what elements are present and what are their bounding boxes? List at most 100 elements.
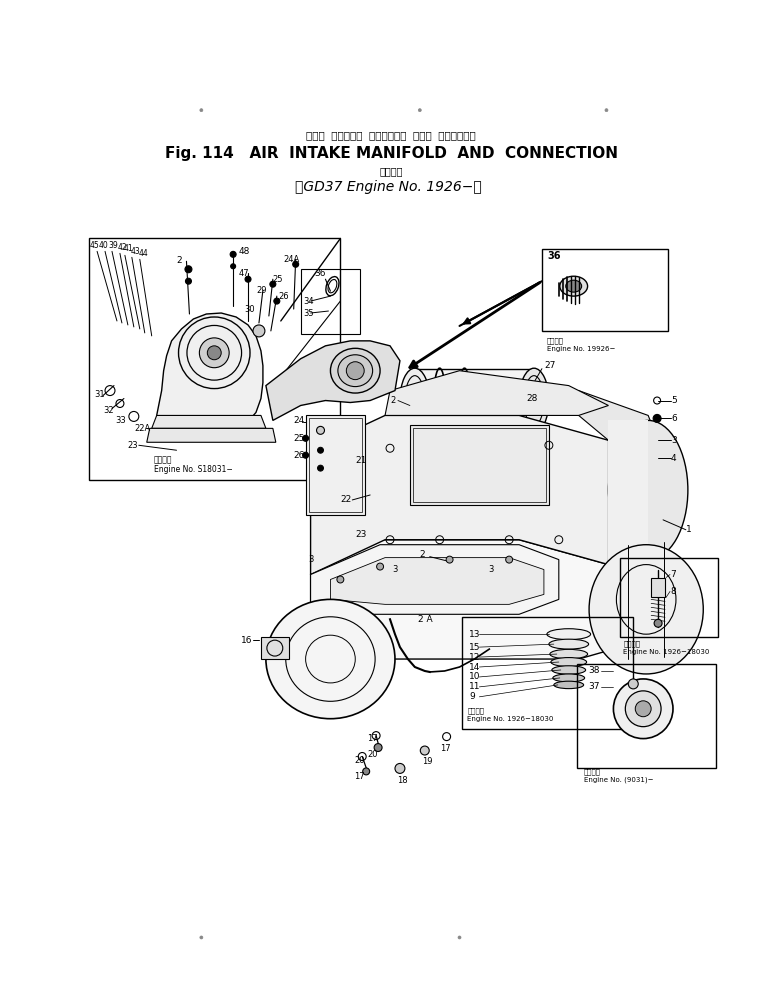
Text: 20: 20 (354, 756, 365, 765)
Text: 29: 29 (256, 286, 266, 295)
Text: 10: 10 (470, 672, 481, 681)
Text: 14: 14 (470, 663, 481, 671)
Polygon shape (385, 371, 608, 416)
Text: 12: 12 (470, 653, 481, 662)
Text: Engine No. S18031−: Engine No. S18031− (153, 465, 233, 474)
Ellipse shape (330, 348, 380, 393)
Text: 11: 11 (470, 682, 481, 691)
Polygon shape (579, 390, 658, 564)
Text: 34: 34 (304, 297, 314, 306)
Ellipse shape (553, 674, 585, 682)
Text: 23: 23 (127, 440, 138, 450)
Polygon shape (311, 545, 559, 614)
Polygon shape (311, 416, 638, 574)
Circle shape (316, 427, 324, 434)
Circle shape (446, 556, 453, 563)
Text: 30: 30 (244, 305, 254, 314)
Ellipse shape (519, 369, 549, 433)
Circle shape (200, 109, 203, 112)
Text: 13: 13 (470, 630, 481, 639)
Text: 3: 3 (392, 565, 397, 574)
Bar (463, 617, 633, 728)
Text: 適用号機: 適用号機 (547, 337, 564, 344)
Ellipse shape (338, 355, 373, 386)
Ellipse shape (589, 545, 703, 674)
Polygon shape (157, 313, 263, 421)
Circle shape (418, 109, 421, 112)
Circle shape (605, 109, 608, 112)
Circle shape (253, 325, 265, 337)
Text: 19: 19 (422, 757, 432, 766)
Ellipse shape (552, 665, 586, 674)
Ellipse shape (550, 650, 587, 659)
Ellipse shape (560, 276, 587, 296)
Circle shape (245, 276, 251, 282)
Circle shape (200, 936, 203, 939)
Circle shape (185, 265, 192, 272)
Text: 39: 39 (108, 242, 117, 251)
Text: 35: 35 (304, 309, 314, 318)
Text: 24: 24 (294, 416, 305, 425)
Text: 2: 2 (420, 550, 425, 559)
Circle shape (293, 261, 298, 267)
Bar (305, 416, 365, 515)
Ellipse shape (549, 639, 589, 649)
Text: 22A: 22A (135, 424, 151, 433)
Text: Engine No. 1926−18030: Engine No. 1926−18030 (467, 716, 554, 722)
Text: 43: 43 (131, 248, 141, 257)
Text: 24A: 24A (283, 255, 300, 263)
Circle shape (337, 576, 344, 583)
Polygon shape (266, 341, 400, 421)
Circle shape (626, 691, 661, 726)
Text: 16: 16 (241, 636, 253, 645)
Text: 18: 18 (397, 776, 408, 784)
Text: Engine No. 19926−: Engine No. 19926− (547, 346, 615, 352)
Text: 1: 1 (686, 525, 691, 535)
Circle shape (186, 278, 191, 284)
Bar (89, 239, 341, 480)
Text: 17: 17 (367, 734, 378, 743)
Text: 27: 27 (544, 361, 555, 371)
Ellipse shape (608, 421, 688, 559)
Text: 47: 47 (239, 268, 250, 278)
Text: 36: 36 (315, 268, 326, 278)
Text: 48: 48 (238, 247, 250, 256)
Bar (309, 419, 363, 512)
Bar (620, 557, 718, 637)
Text: 41: 41 (124, 245, 134, 254)
Text: 20: 20 (367, 750, 377, 759)
Text: 21: 21 (355, 456, 366, 465)
Text: 2: 2 (176, 256, 182, 264)
Text: 適用号機: 適用号機 (153, 456, 172, 465)
Circle shape (363, 768, 370, 775)
Polygon shape (146, 429, 276, 442)
Circle shape (654, 619, 662, 627)
Text: 15: 15 (470, 643, 481, 652)
Circle shape (274, 298, 280, 304)
Ellipse shape (566, 280, 582, 292)
Circle shape (613, 679, 673, 738)
Text: 31: 31 (94, 390, 105, 399)
Bar (261, 637, 289, 659)
Text: 2 A: 2 A (418, 614, 432, 624)
Text: 25: 25 (272, 274, 283, 284)
Circle shape (458, 936, 461, 939)
Polygon shape (152, 416, 266, 429)
Text: 8: 8 (670, 587, 676, 596)
Polygon shape (330, 557, 544, 605)
Circle shape (303, 452, 309, 458)
Text: 22: 22 (341, 495, 352, 504)
Bar (413, 429, 546, 502)
Text: 33: 33 (115, 416, 126, 425)
Text: Fig. 114   AIR  INTAKE MANIFOLD  AND  CONNECTION: Fig. 114 AIR INTAKE MANIFOLD AND CONNECT… (164, 146, 618, 161)
Ellipse shape (554, 681, 583, 689)
Text: 7: 7 (670, 570, 676, 579)
Text: 適用号機: 適用号機 (623, 641, 640, 648)
Text: 38: 38 (589, 666, 600, 675)
Bar (651, 577, 665, 598)
Bar (576, 665, 716, 769)
Bar (410, 426, 549, 505)
Ellipse shape (266, 600, 395, 719)
Bar (542, 250, 668, 331)
Circle shape (628, 679, 638, 689)
